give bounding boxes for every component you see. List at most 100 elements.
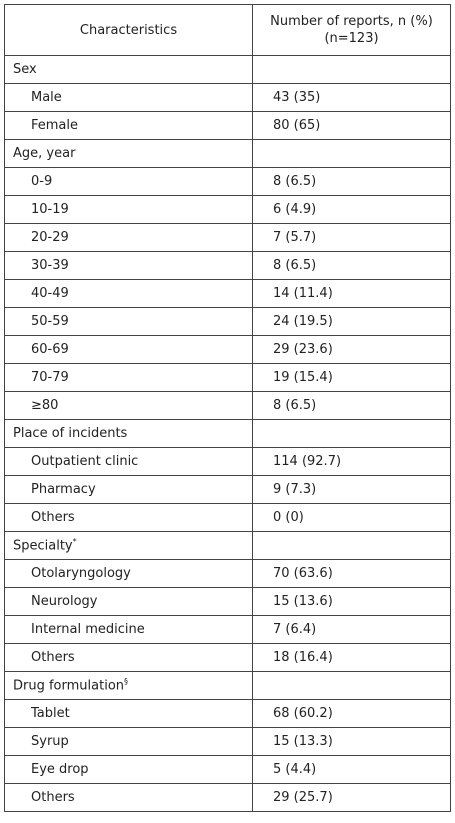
data-row: Eye drop 5 (4.4) [4,755,451,784]
section-name: Age, year [13,146,76,161]
label-cell: Others [4,783,253,812]
row-label: ≥80 [31,398,59,413]
row-label: Others [31,790,75,805]
data-row: Neurology 15 (13.6) [4,587,451,616]
row-label: 30-39 [31,258,69,273]
row-label: 10-19 [31,202,69,217]
section-name: Specialty [13,538,73,554]
value-cell: 8 (6.5) [252,391,451,420]
label-cell: 60-69 [4,335,253,364]
row-label: Others [31,510,75,525]
section-cell: Place of incidents [4,419,253,448]
data-row: Internal medicine 7 (6.4) [4,615,451,644]
footnote-mark: § [124,677,129,687]
value-cell: 70 (63.6) [252,559,451,588]
row-label: Female [31,118,79,133]
data-row: 20-29 7 (5.7) [4,223,451,252]
data-row: Others 29 (25.7) [4,783,451,812]
data-row: 50-59 24 (19.5) [4,307,451,336]
row-label: Syrup [31,734,69,749]
footnote-mark: * [72,537,77,547]
data-row: 70-79 19 (15.4) [4,363,451,392]
row-label: Neurology [31,594,98,609]
row-value: 80 (65) [273,118,321,133]
label-cell: 70-79 [4,363,253,392]
row-value: 29 (23.6) [273,342,333,357]
row-label: Otolaryngology [31,566,131,581]
value-cell: 8 (6.5) [252,167,451,196]
row-label: 60-69 [31,342,69,357]
value-cell: 5 (4.4) [252,755,451,784]
label-cell: Syrup [4,727,253,756]
row-value: 68 (60.2) [273,706,333,721]
row-label: 40-49 [31,286,69,301]
data-row: Otolaryngology 70 (63.6) [4,559,451,588]
row-value: 15 (13.3) [273,734,333,749]
row-label: Others [31,650,75,665]
label-cell: Outpatient clinic [4,447,253,476]
row-label: Male [31,90,62,105]
value-cell: 68 (60.2) [252,699,451,728]
label-cell: 50-59 [4,307,253,336]
value-cell: 24 (19.5) [252,307,451,336]
section-name: Sex [13,62,37,77]
row-label: 0-9 [31,174,53,189]
header-cell: Number of reports, n (%) (n=123) [252,4,451,56]
empty-cell [252,671,451,700]
row-label: Pharmacy [31,482,96,497]
value-cell: 7 (5.7) [252,223,451,252]
row-label: Tablet [31,706,70,721]
table-body: Characteristics Number of reports, n (%)… [4,4,451,812]
label-cell: Internal medicine [4,615,253,644]
label-cell: 30-39 [4,251,253,280]
section-name: Drug formulation [13,678,125,694]
value-cell: 43 (35) [252,83,451,112]
label-cell: ≥80 [4,391,253,420]
row-value: 19 (15.4) [273,370,333,385]
label-cell: Neurology [4,587,253,616]
value-cell: 29 (25.7) [252,783,451,812]
empty-cell [252,419,451,448]
data-row: Outpatient clinic 114 (92.7) [4,447,451,476]
section-cell: Age, year [4,139,253,168]
header-text: Characteristics [79,22,178,38]
value-cell: 9 (7.3) [252,475,451,504]
data-row: Male 43 (35) [4,83,451,112]
row-value: 0 (0) [273,510,304,525]
row-value: 5 (4.4) [273,762,317,777]
data-row: Others 0 (0) [4,503,451,532]
value-cell: 19 (15.4) [252,363,451,392]
value-cell: 6 (4.9) [252,195,451,224]
label-cell: Male [4,83,253,112]
data-row: Others 18 (16.4) [4,643,451,672]
row-label: Internal medicine [31,622,145,637]
row-value: 7 (5.7) [273,230,317,245]
value-cell: 15 (13.6) [252,587,451,616]
row-label: 50-59 [31,314,69,329]
data-row: Syrup 15 (13.3) [4,727,451,756]
label-cell: 20-29 [4,223,253,252]
data-row: 30-39 8 (6.5) [4,251,451,280]
section-row: Place of incidents [4,419,451,448]
section-row: Age, year [4,139,451,168]
row-value: 6 (4.9) [273,202,317,217]
value-cell: 7 (6.4) [252,615,451,644]
label-cell: Tablet [4,699,253,728]
row-value: 15 (13.6) [273,594,333,609]
row-label: Outpatient clinic [31,454,139,469]
row-value: 8 (6.5) [273,174,317,189]
section-row: Sex [4,55,451,84]
section-name: Place of incidents [13,426,128,441]
row-value: 114 (92.7) [273,454,342,469]
data-row: Female 80 (65) [4,111,451,140]
row-value: 24 (19.5) [273,314,333,329]
header-row: Characteristics Number of reports, n (%)… [4,4,451,56]
row-label: 20-29 [31,230,69,245]
label-cell: Others [4,503,253,532]
label-cell: Female [4,111,253,140]
section-row: Drug formulation§ [4,671,451,700]
value-cell: 14 (11.4) [252,279,451,308]
characteristics-table: Characteristics Number of reports, n (%)… [4,4,451,812]
row-value: 8 (6.5) [273,398,317,413]
